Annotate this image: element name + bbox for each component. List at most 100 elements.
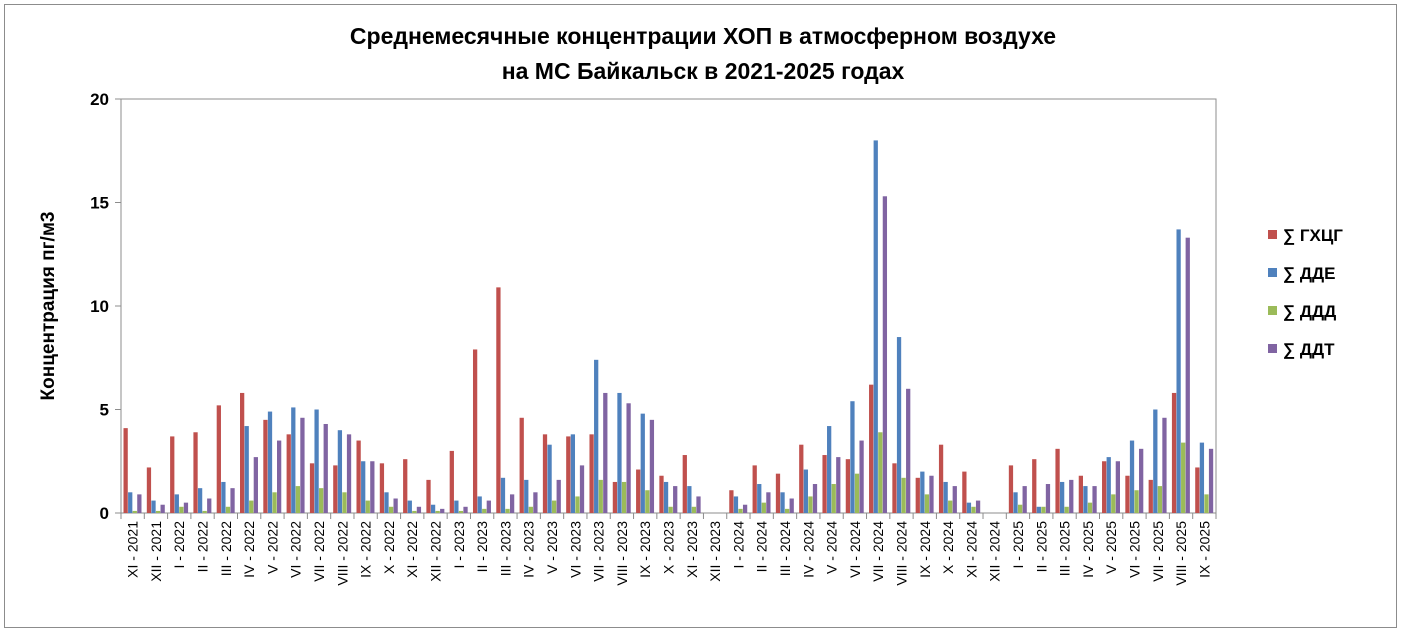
bar (929, 475, 934, 513)
bar (938, 444, 944, 513)
bar (636, 469, 641, 513)
bar (668, 506, 673, 513)
bar (1185, 237, 1190, 513)
bar (1017, 504, 1023, 513)
bar (500, 477, 506, 513)
bar (896, 337, 902, 513)
bar (170, 436, 175, 513)
bar (1045, 484, 1051, 513)
x-tick-label: XI - 2022 (404, 521, 420, 578)
bar (440, 508, 445, 513)
bar (575, 496, 580, 513)
x-tick-label: II - 2022 (195, 521, 211, 573)
x-tick-label: VII - 2023 (591, 521, 607, 582)
bar (892, 463, 897, 513)
y-tick-label: 0 (100, 504, 109, 523)
bar (589, 434, 594, 513)
bar (733, 496, 739, 513)
bar (524, 479, 529, 513)
bar (822, 455, 827, 513)
bar (384, 492, 389, 513)
bar (1078, 475, 1083, 513)
bar (519, 417, 524, 513)
x-tick-label: X - 2024 (940, 521, 956, 574)
bar (221, 481, 226, 513)
x-tick-label: II - 2023 (474, 521, 490, 573)
bar (691, 506, 697, 513)
bar (309, 463, 315, 513)
bar (314, 409, 319, 513)
x-tick-label: XII - 2024 (987, 521, 1003, 582)
bar (1008, 465, 1014, 513)
bar (617, 392, 622, 513)
bar (598, 479, 603, 513)
x-tick-label: X - 2022 (381, 521, 397, 574)
y-axis-label: Концентрация пг/м3 (38, 212, 59, 401)
bar (901, 477, 906, 513)
bar (346, 434, 352, 513)
bar (663, 481, 669, 513)
x-tick-label: V - 2025 (1103, 521, 1119, 574)
x-tick-label: IX - 2025 (1196, 521, 1212, 578)
bar (659, 475, 664, 513)
bar (179, 506, 184, 513)
x-tick-label: I - 2024 (730, 521, 746, 569)
bar (673, 486, 678, 513)
bar (1176, 229, 1181, 513)
bar (151, 500, 156, 513)
bar (286, 434, 291, 513)
bar (435, 510, 440, 513)
x-tick-label: IV - 2025 (1080, 521, 1096, 578)
bar (1102, 461, 1107, 513)
x-tick-label: IX - 2023 (637, 521, 653, 578)
bar (645, 490, 650, 513)
x-tick-label: VIII - 2025 (1173, 521, 1189, 586)
x-tick-label: VI - 2024 (847, 521, 863, 578)
x-tick-label: VIII - 2022 (334, 521, 350, 586)
bar (388, 506, 394, 513)
bar (962, 471, 967, 513)
bar (906, 388, 911, 513)
bar (449, 450, 454, 513)
bar (403, 459, 408, 513)
legend: ∑ ГХЦГ ∑ ДДЕ ∑ ДДД ∑ ДДТ (1268, 226, 1343, 359)
bar (240, 392, 245, 513)
bar (789, 498, 794, 513)
bar (1060, 481, 1065, 513)
bar (579, 465, 585, 513)
legend-label: ∑ ДДД (1283, 302, 1336, 321)
bar (174, 494, 179, 513)
x-tick-label: XII - 2022 (428, 521, 444, 582)
chart-title-line-1: Среднемесячные концентрации ХОП в атмосф… (350, 23, 1056, 49)
bar (566, 436, 571, 513)
bar (505, 508, 510, 513)
bar (323, 423, 328, 513)
bar (1055, 448, 1060, 513)
bar (682, 455, 687, 513)
bar (752, 465, 757, 513)
bar (277, 440, 282, 513)
y-tick-label: 10 (90, 297, 109, 316)
chart-frame (4, 4, 1397, 628)
x-tick-label: VIII - 2024 (893, 521, 909, 586)
bar (1125, 475, 1130, 513)
bar (1157, 486, 1163, 513)
bar (799, 444, 804, 513)
x-tick-label: IX - 2022 (358, 521, 374, 578)
bar (845, 459, 851, 513)
bar (128, 492, 133, 513)
x-tick-label: IV - 2023 (521, 521, 537, 578)
bar (1153, 409, 1158, 513)
bar (319, 488, 324, 513)
x-tick-label: III - 2022 (218, 521, 234, 576)
x-tick-label: VII - 2024 (870, 521, 886, 582)
x-tick-label: XII - 2021 (148, 521, 164, 582)
bar (1036, 506, 1041, 513)
bar (971, 506, 976, 513)
bar (509, 494, 515, 513)
x-tick-label: XI - 2021 (125, 521, 141, 578)
bar (1148, 479, 1153, 513)
bar (267, 411, 273, 513)
bar (295, 486, 300, 513)
